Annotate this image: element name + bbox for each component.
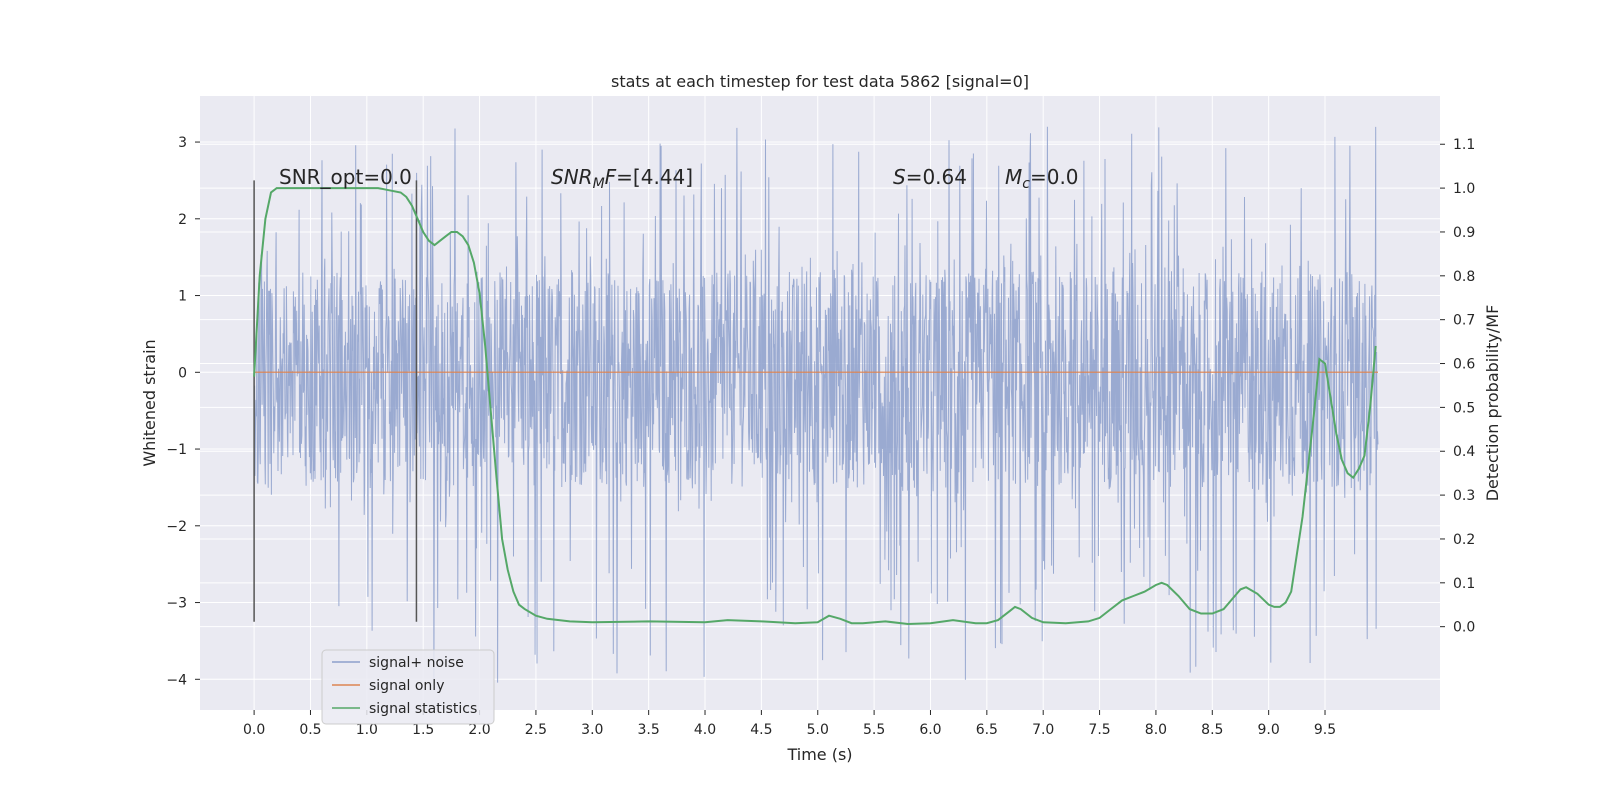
- x-tick-label: 5.0: [807, 722, 829, 738]
- stats-trace: [253, 187, 1377, 626]
- y-tick-label: −1: [166, 442, 187, 458]
- y-right-tick-label: 1.0: [1453, 181, 1475, 197]
- x-tick-label: 9.5: [1314, 722, 1336, 738]
- x-tick-label: 5.5: [863, 722, 885, 738]
- y-tick-label: −3: [166, 596, 187, 612]
- x-tick-label: 1.0: [356, 722, 378, 738]
- y-right-tick-label: 0.0: [1453, 620, 1475, 636]
- y-tick-labels: −4 −3 −2 −1 0 1 2 3: [166, 135, 200, 688]
- x-tick-label: 4.5: [750, 722, 772, 738]
- x-tick-label: 3.0: [581, 722, 603, 738]
- y-axis-label: Whitened strain: [140, 339, 159, 466]
- x-tick-label: 2.0: [468, 722, 490, 738]
- y-right-tick-label: 0.2: [1453, 532, 1475, 548]
- mc-value: =0.0: [1030, 165, 1079, 189]
- s-annotation: S=0.64: [893, 165, 967, 189]
- x-tick-label: 0.0: [243, 722, 265, 738]
- legend-label-stats: signal statistics: [369, 701, 477, 717]
- y-right-tick-label: 0.9: [1453, 225, 1475, 241]
- y-tick-label: −2: [166, 519, 187, 535]
- y-right-tick-label: 0.5: [1453, 400, 1475, 416]
- legend-box: [321, 649, 495, 725]
- x-axis-label: Time (s): [786, 745, 852, 764]
- legend-label-signal: signal only: [369, 678, 444, 694]
- x-tick-label: 8.5: [1201, 722, 1223, 738]
- x-tick-label: 4.0: [694, 722, 716, 738]
- snr-mf-subscript: M: [593, 176, 605, 192]
- snr-mf-mid: F: [605, 165, 617, 189]
- y-right-tick-label: 0.6: [1453, 357, 1475, 373]
- mc-subscript: c: [1022, 176, 1030, 192]
- y-right-tick-label: 0.3: [1453, 488, 1475, 504]
- mc-label: M: [1005, 165, 1022, 189]
- y-tick-label: 1: [178, 289, 187, 305]
- x-tick-label: 9.0: [1258, 722, 1280, 738]
- x-tick-label: 2.5: [525, 722, 547, 738]
- y-tick-label: −4: [166, 672, 187, 688]
- legend-label-noise: signal+ noise: [369, 655, 464, 671]
- vertical-markers: [253, 180, 418, 622]
- snr-opt-annotation: SNR_opt=0.0: [279, 165, 412, 189]
- y-right-tick-label: 0.7: [1453, 313, 1475, 329]
- y-right-tick-label: 0.4: [1453, 444, 1475, 460]
- x-tick-label: 0.5: [299, 722, 321, 738]
- snr-mf-annotation: SNRMF=[4.44]: [551, 165, 693, 192]
- s-label: S: [893, 165, 906, 189]
- x-tick-labels: 0.0 0.5 1.0 1.5 2.0 2.5 3.0 3.5 4.0 4.5 5.0 5.5 6.0 6…: [243, 710, 1336, 738]
- mc-annotation: Mc=0.0: [1005, 165, 1079, 192]
- x-tick-label: 8.0: [1145, 722, 1167, 738]
- y-right-tick-label: 1.1: [1453, 137, 1475, 153]
- x-tick-label: 6.5: [976, 722, 998, 738]
- y-right-tick-labels: 0.0 0.1 0.2 0.3 0.4 0.5 0.6 0.7 0.8 0.9 1.0 1.1: [1440, 137, 1475, 636]
- legend: signal+ noise signal only signal statist…: [321, 649, 495, 725]
- snr-mf-value: =[4.44]: [616, 165, 693, 189]
- y-right-tick-label: 0.8: [1453, 269, 1475, 285]
- snr-mf-prefix: SNR: [551, 165, 593, 189]
- x-tick-label: 1.5: [412, 722, 434, 738]
- y-right-axis-label: Detection probability/MF: [1483, 305, 1502, 502]
- chart-title: stats at each timestep for test data 586…: [611, 72, 1029, 91]
- s-value: =0.64: [906, 165, 967, 189]
- y-right-tick-label: 0.1: [1453, 576, 1475, 592]
- y-tick-label: 3: [178, 135, 187, 151]
- y-tick-label: 2: [178, 212, 187, 228]
- x-tick-label: 3.5: [638, 722, 660, 738]
- x-tick-label: 7.5: [1088, 722, 1110, 738]
- y-tick-label: 0: [178, 365, 187, 381]
- x-tick-label: 7.0: [1032, 722, 1054, 738]
- stats-line: [253, 187, 1377, 626]
- x-tick-label: 6.0: [919, 722, 941, 738]
